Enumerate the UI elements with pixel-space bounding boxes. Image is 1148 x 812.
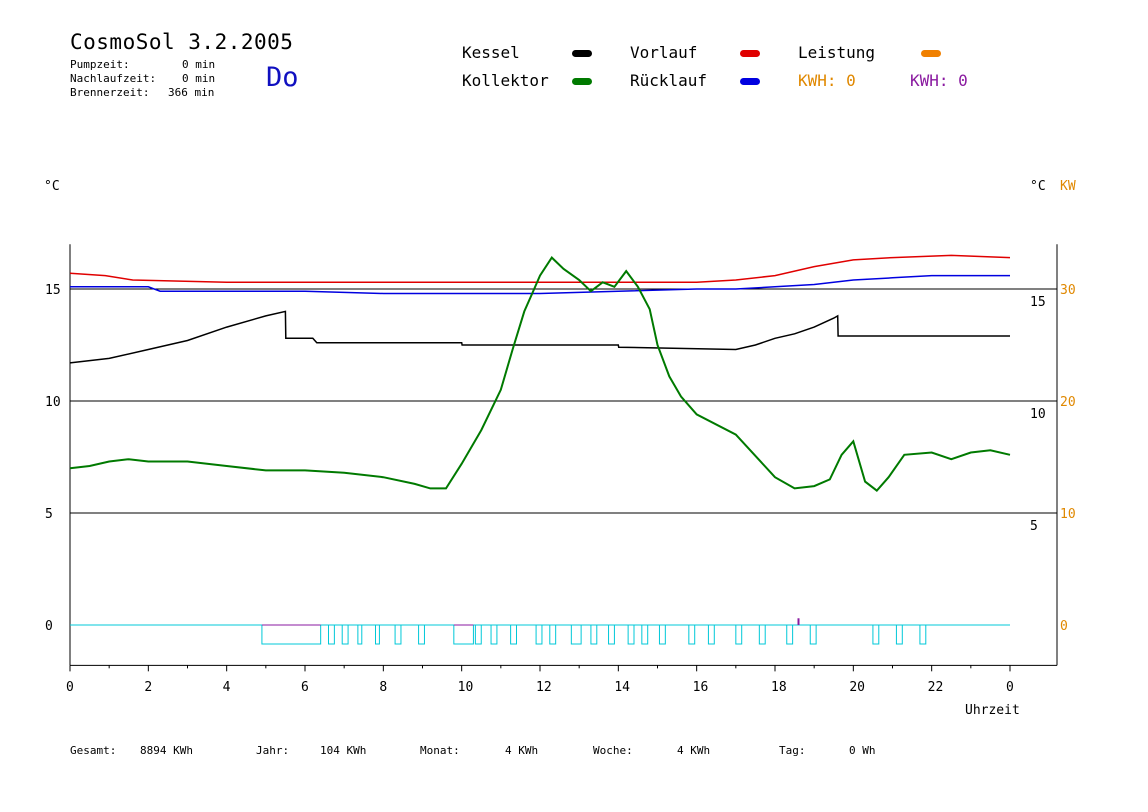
pump-interval-24 bbox=[809, 624, 817, 645]
x-tick-label-10: 20 bbox=[849, 680, 865, 695]
y-left-tick-15: 15 bbox=[45, 283, 61, 298]
y-right-tick-5: 5 bbox=[1030, 519, 1038, 534]
y-right2-tick-0: 0 bbox=[1060, 619, 1068, 634]
pump-interval-12 bbox=[549, 624, 557, 645]
pump-interval-5 bbox=[394, 624, 402, 645]
x-axis-label: Uhrzeit bbox=[965, 703, 1020, 718]
pump-interval-6 bbox=[418, 624, 425, 645]
pump-interval-2 bbox=[341, 624, 349, 645]
legend-kollektor: Kollektor bbox=[462, 71, 549, 90]
x-tick-label-5: 10 bbox=[458, 680, 474, 695]
legend-kwh-leistung: KWH: 0 bbox=[798, 71, 856, 90]
pump-interval-26 bbox=[895, 624, 903, 645]
footer-jahr-value: 104 KWh bbox=[320, 744, 367, 757]
pumpzeit-label: Pumpzeit: bbox=[70, 58, 130, 71]
chart-title: CosmoSol 3.2.2005 bbox=[70, 30, 294, 54]
pump-interval-11 bbox=[535, 624, 543, 645]
y-right-tick-15: 15 bbox=[1030, 295, 1046, 310]
y-left-tick-10: 10 bbox=[45, 395, 61, 410]
x-tick-label-9: 18 bbox=[771, 680, 787, 695]
legend-kwh-2: KWH: 0 bbox=[910, 71, 968, 90]
pump-interval-7 bbox=[453, 624, 474, 645]
pumpzeit-value: 0 min bbox=[182, 58, 216, 71]
x-tick-label-1: 2 bbox=[144, 680, 152, 695]
legend-leistung: Leistung bbox=[798, 43, 876, 62]
y-right2-unit-label: KW bbox=[1060, 179, 1076, 194]
y-left-unit-label: °C bbox=[44, 179, 60, 194]
pump-interval-10 bbox=[510, 624, 517, 645]
pump-interval-21 bbox=[735, 624, 743, 645]
pump-interval-9 bbox=[490, 624, 498, 645]
footer-tag-value: 0 Wh bbox=[849, 744, 876, 757]
pump-interval-0 bbox=[261, 624, 322, 645]
legend-kollektor-swatch bbox=[572, 78, 592, 85]
pump-interval-22 bbox=[758, 624, 766, 645]
footer-gesamt-value: 8894 KWh bbox=[140, 744, 193, 757]
y-right2-tick-30: 30 bbox=[1060, 283, 1076, 298]
footer-woche-label: Woche: bbox=[593, 744, 633, 757]
pump-interval-15 bbox=[608, 624, 615, 645]
series-line-vorlauf bbox=[69, 254, 1011, 284]
footer-monat-label: Monat: bbox=[420, 744, 460, 757]
pump-interval-16 bbox=[627, 624, 635, 645]
footer-jahr-label: Jahr: bbox=[256, 744, 290, 757]
pump-interval-19 bbox=[688, 624, 696, 645]
legend-kessel: Kessel bbox=[462, 43, 520, 62]
series-line-kessel bbox=[69, 310, 1010, 364]
brennerzeit-value: 366 min bbox=[168, 86, 215, 99]
y-right2-tick-20: 20 bbox=[1060, 395, 1076, 410]
pump-interval-8 bbox=[474, 624, 482, 645]
pump-interval-18 bbox=[658, 624, 666, 645]
x-tick-label-3: 6 bbox=[301, 680, 309, 695]
nachlaufzeit-value: 0 min bbox=[182, 72, 216, 85]
weekday-label: Do bbox=[266, 62, 299, 93]
legend-vorlauf: Vorlauf bbox=[630, 43, 698, 62]
x-tick-label-6: 12 bbox=[536, 680, 552, 695]
footer-monat-value: 4 KWh bbox=[505, 744, 539, 757]
pump-interval-3 bbox=[357, 624, 363, 645]
y-left-tick-0: 0 bbox=[45, 619, 53, 634]
x-tick-label-7: 14 bbox=[614, 680, 630, 695]
series-line-rcklauf bbox=[70, 274, 1010, 295]
pump-interval-14 bbox=[590, 624, 598, 645]
y-left-tick-5: 5 bbox=[45, 507, 53, 522]
pump-interval-4 bbox=[375, 624, 380, 645]
pump-interval-1 bbox=[328, 624, 335, 645]
footer-tag-label: Tag: bbox=[779, 744, 806, 757]
legend-leistung-swatch bbox=[921, 50, 941, 57]
nachlaufzeit-label: Nachlaufzeit: bbox=[70, 72, 157, 85]
brennerzeit-label: Brennerzeit: bbox=[70, 86, 150, 99]
y-right2-tick-10: 10 bbox=[1060, 507, 1076, 522]
legend-vorlauf-swatch bbox=[740, 50, 760, 57]
pump-interval-13 bbox=[570, 624, 582, 645]
y-right-unit-label: °C bbox=[1030, 179, 1046, 194]
x-tick-label-11: 22 bbox=[928, 680, 944, 695]
x-tick-label-4: 8 bbox=[379, 680, 387, 695]
x-tick-label-12: 0 bbox=[1006, 680, 1014, 695]
footer-woche-value: 4 KWh bbox=[677, 744, 711, 757]
legend-ruecklauf: Rücklauf bbox=[630, 71, 708, 90]
x-tick-label-2: 4 bbox=[223, 680, 231, 695]
y-right-tick-10: 10 bbox=[1030, 407, 1046, 422]
x-tick-label-0: 0 bbox=[66, 680, 74, 695]
pump-interval-27 bbox=[919, 624, 927, 645]
pump-interval-17 bbox=[641, 624, 649, 645]
pump-interval-20 bbox=[707, 624, 715, 645]
pump-interval-23 bbox=[786, 624, 794, 645]
legend-ruecklauf-swatch bbox=[740, 78, 760, 85]
x-tick-label-8: 16 bbox=[693, 680, 709, 695]
series-line-kollektor bbox=[69, 256, 1011, 492]
legend-kessel-swatch bbox=[572, 50, 592, 57]
pump-interval-25 bbox=[872, 624, 880, 645]
footer-gesamt-label: Gesamt: bbox=[70, 744, 117, 757]
